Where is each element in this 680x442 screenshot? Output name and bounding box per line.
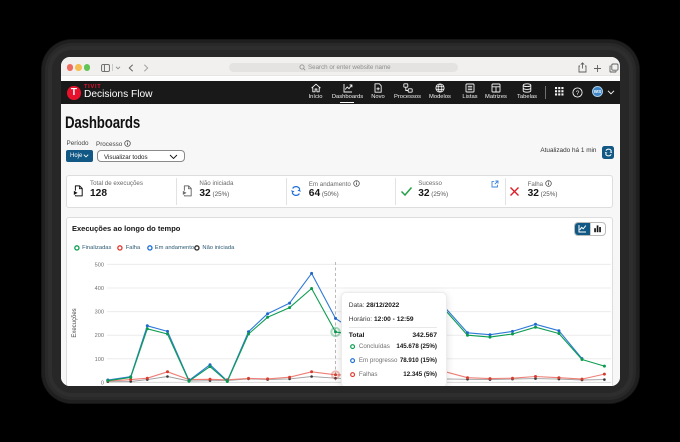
svg-text:Execuções: Execuções bbox=[72, 308, 78, 337]
svg-text:?: ? bbox=[575, 90, 579, 97]
svg-text:500: 500 bbox=[95, 262, 104, 268]
svg-text:200: 200 bbox=[95, 333, 104, 339]
svg-text:400: 400 bbox=[95, 286, 104, 292]
svg-text:100: 100 bbox=[95, 357, 104, 363]
svg-text:0: 0 bbox=[101, 380, 104, 386]
svg-text:300: 300 bbox=[95, 310, 104, 316]
